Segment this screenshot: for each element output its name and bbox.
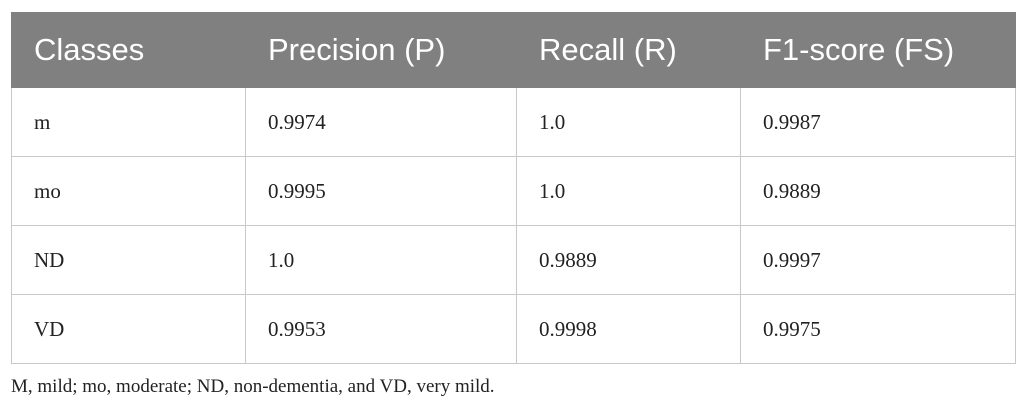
column-header: F1-score (FS) <box>740 12 1016 88</box>
table-cell: 0.9889 <box>740 156 1016 226</box>
table-cell: mo <box>11 156 246 226</box>
table-body: m 0.9974 1.0 0.9987 mo 0.9995 1.0 0.9889 ND 1.0 0.… <box>11 87 1016 364</box>
table-cell: 0.9995 <box>245 156 517 226</box>
table-cell: 0.9998 <box>516 294 741 364</box>
table-row: ND 1.0 0.9889 0.9997 <box>11 225 1016 295</box>
table-cell: 0.9997 <box>740 225 1016 295</box>
table-cell: 0.9953 <box>245 294 517 364</box>
results-table: Classes Precision (P) Recall (R) F1-score (… <box>11 12 1016 364</box>
table-cell: 0.9987 <box>740 87 1016 157</box>
table-cell: VD <box>11 294 246 364</box>
table-cell: ND <box>11 225 246 295</box>
table-cell: m <box>11 87 246 157</box>
table-cell: 1.0 <box>516 87 741 157</box>
table-cell: 1.0 <box>516 156 741 226</box>
footnote: M, mild; mo, moderate; ND, non-dementia,… <box>11 376 495 397</box>
table-cell: 0.9889 <box>516 225 741 295</box>
table-row: m 0.9974 1.0 0.9987 <box>11 87 1016 157</box>
table-cell: 0.9975 <box>740 294 1016 364</box>
table-cell: 1.0 <box>245 225 517 295</box>
table-cell: 0.9974 <box>245 87 517 157</box>
column-header: Classes <box>11 12 246 88</box>
column-header: Precision (P) <box>245 12 517 88</box>
header-row: Classes Precision (P) Recall (R) F1-score (… <box>11 12 1016 88</box>
column-header: Recall (R) <box>516 12 741 88</box>
table-row: VD 0.9953 0.9998 0.9975 <box>11 294 1016 364</box>
table-row: mo 0.9995 1.0 0.9889 <box>11 156 1016 226</box>
